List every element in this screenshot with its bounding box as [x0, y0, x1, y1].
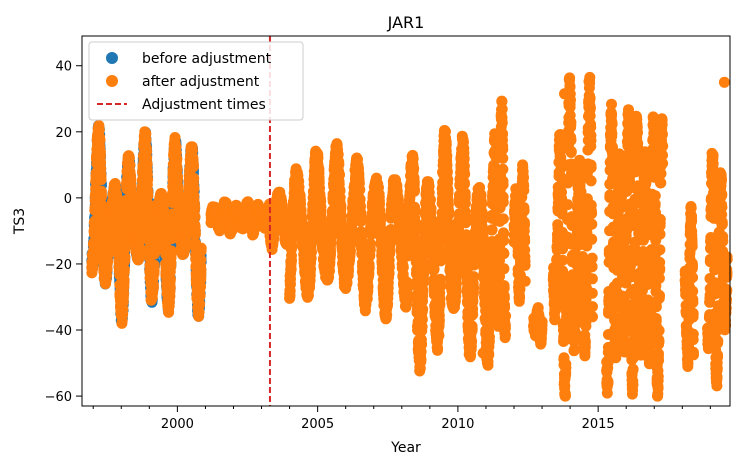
data-point: [334, 169, 345, 181]
data-point: [355, 215, 367, 227]
data-point: [148, 259, 160, 271]
data-point: [164, 273, 176, 285]
data-point: [172, 171, 184, 183]
data-point: [118, 263, 130, 275]
series-layer: [86, 71, 733, 402]
data-point: [119, 238, 131, 250]
data-point: [433, 314, 445, 326]
data-point: [442, 173, 454, 185]
data-point: [434, 293, 446, 305]
data-point: [188, 172, 200, 184]
data-point: [88, 249, 100, 261]
data-point: [383, 262, 395, 274]
data-point: [397, 262, 409, 274]
series-after-adjustment: [86, 71, 733, 402]
data-point: [189, 201, 201, 212]
data-point: [407, 153, 419, 165]
data-point: [408, 162, 420, 174]
data-point: [286, 254, 297, 266]
data-point: [147, 280, 159, 292]
data-point: [88, 240, 100, 252]
data-point: [188, 161, 199, 173]
data-point: [305, 263, 317, 275]
data-point: [119, 251, 131, 263]
data-point: [416, 314, 428, 325]
data-point: [142, 174, 154, 186]
data-point: [425, 203, 437, 214]
series-segment: [86, 120, 207, 329]
data-point: [94, 134, 106, 146]
data-point: [306, 246, 317, 258]
data-point: [363, 262, 375, 274]
data-point: [195, 242, 207, 254]
data-point: [450, 278, 462, 290]
data-point: [171, 153, 183, 165]
data-point: [118, 274, 130, 286]
data-point: [195, 264, 207, 276]
data-point: [134, 243, 146, 255]
chart-title: JAR1: [387, 13, 425, 32]
data-point: [188, 183, 200, 195]
data-point: [434, 280, 446, 292]
data-point: [416, 339, 428, 350]
data-point: [441, 150, 453, 162]
data-point: [141, 158, 153, 170]
data-point: [96, 191, 107, 203]
data-point: [189, 211, 201, 223]
data-point: [432, 342, 444, 354]
data-point: [409, 206, 421, 218]
data-point: [286, 231, 298, 243]
data-point: [111, 191, 123, 203]
data-point: [409, 184, 420, 196]
data-point: [95, 174, 107, 186]
data-point: [440, 139, 452, 151]
data-point: [333, 159, 345, 170]
data-point: [354, 184, 366, 196]
data-point: [418, 268, 430, 280]
data-point: [417, 303, 429, 315]
data-point: [364, 239, 376, 251]
data-point: [165, 245, 177, 257]
